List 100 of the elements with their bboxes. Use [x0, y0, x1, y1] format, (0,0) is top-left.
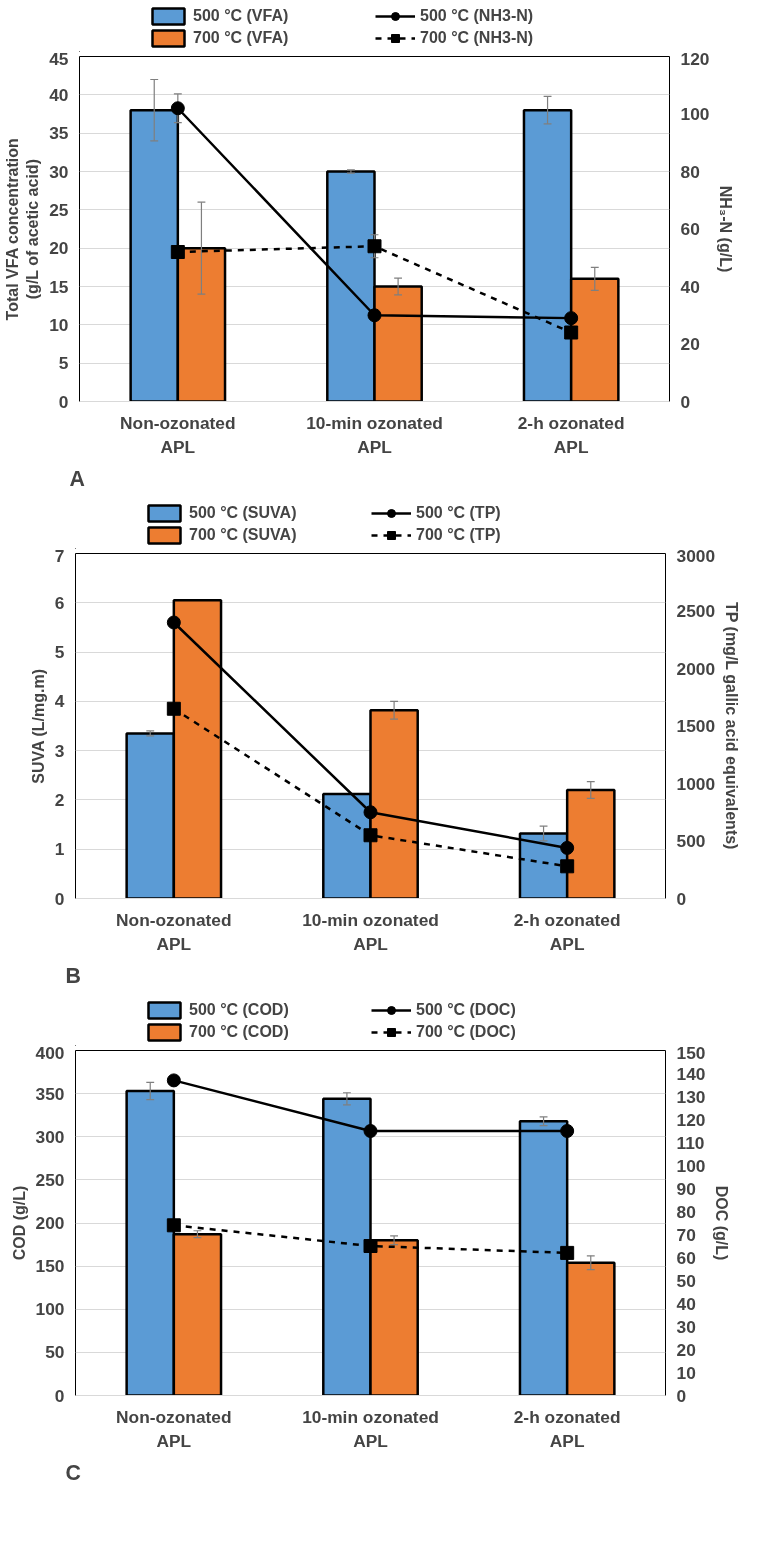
y2-tick-label: 30: [676, 1316, 696, 1337]
y2-tick-label: 2500: [676, 601, 716, 621]
legend-label: 500 °C (COD): [189, 1001, 290, 1019]
y-tick-label: 200: [35, 1213, 65, 1233]
y2-tick-label: 150: [676, 1042, 706, 1063]
y2-tick-label: 0: [676, 888, 687, 909]
y-tick-label: 15: [49, 276, 69, 297]
legend-label: 500 °C (VFA): [193, 7, 290, 25]
y2-axis-title: DOC (g/L): [713, 1185, 731, 1261]
legend-label: 700 °C (DOC): [416, 1023, 517, 1041]
y-tick-label: 7: [54, 545, 65, 566]
y2-tick-label: 1500: [676, 716, 716, 736]
point: [560, 840, 575, 855]
point: [367, 308, 382, 323]
text: C: [65, 1460, 81, 1485]
y-tick-label: 2: [54, 789, 65, 810]
y2-tick-label: 80: [680, 161, 700, 182]
y2-axis-title: NH₃-N (g/L): [717, 185, 735, 273]
point: [363, 828, 378, 843]
legend-label: 500 °C (NH3-N): [420, 7, 535, 25]
y-tick-label: 0: [54, 1385, 65, 1406]
legend-label: 700 °C (SUVA): [189, 526, 298, 544]
y2-tick-label: 120: [680, 48, 710, 69]
point: [560, 1124, 575, 1138]
legend-label: 500 °C (TP): [416, 504, 502, 522]
y-tick-label: 0: [58, 391, 69, 412]
y2-tick-label: 100: [676, 1155, 706, 1176]
y-tick-label: 30: [49, 161, 69, 182]
y-tick-label: 10: [49, 314, 69, 335]
legend-label: 700 °C (VFA): [193, 29, 290, 47]
y2-tick-label: 120: [676, 1109, 706, 1130]
x-tick-label: 10-min ozonated APL: [306, 412, 443, 457]
y-tick-label: 5: [58, 353, 69, 374]
y-tick-label: 350: [35, 1083, 65, 1104]
y2-tick-label: 60: [676, 1247, 696, 1268]
y-tick-label: 20: [49, 238, 69, 259]
y2-tick-label: 3000: [676, 545, 716, 566]
y-tick-label: 50: [45, 1342, 65, 1363]
point: [166, 1073, 181, 1088]
y2-tick-label: 20: [676, 1339, 696, 1360]
x-tick-label: 2-h ozonated APL: [513, 1406, 621, 1451]
y-axis-title: COD (g/L): [10, 1185, 28, 1261]
y2-tick-label: 0: [680, 391, 691, 412]
y2-tick-label: 20: [680, 334, 700, 354]
x-tick-label: Non-ozonated APL: [116, 909, 232, 954]
y-tick-label: 400: [35, 1042, 65, 1063]
point: [166, 615, 181, 630]
legend-label: 500 °C (SUVA): [189, 504, 298, 522]
y2-tick-label: 130: [676, 1086, 706, 1107]
y-tick-label: 300: [35, 1126, 65, 1147]
y2-tick-label: 100: [680, 104, 710, 124]
point: [166, 701, 181, 716]
y2-tick-label: 10: [676, 1362, 696, 1383]
point: [363, 1239, 378, 1253]
y2-tick-label: 0: [676, 1385, 687, 1406]
y2-tick-label: 110: [676, 1132, 705, 1153]
text: B: [65, 963, 81, 988]
point: [363, 805, 378, 820]
point: [363, 1124, 378, 1138]
y2-tick-label: 2000: [676, 658, 716, 679]
y-tick-label: 1: [54, 839, 65, 860]
y2-tick-label: 140: [676, 1063, 706, 1084]
y-tick-label: 25: [49, 199, 69, 220]
y-tick-label: 35: [49, 123, 69, 144]
x-tick-label: Non-ozonated APL: [120, 412, 236, 457]
text: A: [69, 466, 85, 491]
point: [560, 859, 575, 874]
y-tick-label: 100: [35, 1299, 65, 1320]
x-tick-label: 10-min ozonated APL: [302, 909, 439, 954]
y-tick-label: 150: [35, 1256, 65, 1277]
y2-tick-label: 1000: [676, 773, 716, 794]
point: [564, 325, 579, 340]
y-axis-title: SUVA (L/mg.m): [29, 668, 47, 784]
y2-tick-label: 40: [676, 1293, 696, 1314]
legend-label: 700 °C (TP): [416, 526, 502, 544]
point: [564, 311, 579, 326]
legend-label: 700 °C (NH3-N): [420, 29, 535, 47]
y-axis-title: Total VFA concentration (g/L of acetic acid): [3, 138, 42, 321]
legend-label: 700 °C (COD): [189, 1023, 290, 1041]
y2-tick-label: 50: [676, 1270, 696, 1291]
y2-axis-title: TP (mg/L gallic acid equivalents): [723, 601, 741, 850]
y-tick-label: 4: [54, 691, 65, 712]
point: [170, 101, 185, 116]
y2-tick-label: 500: [676, 831, 706, 851]
y2-tick-label: 60: [680, 219, 700, 239]
y-tick-label: 40: [49, 84, 69, 105]
y-tick-label: 6: [54, 592, 65, 613]
point: [560, 1245, 575, 1260]
point: [367, 239, 382, 254]
y-tick-label: 45: [49, 48, 69, 69]
point: [166, 1218, 181, 1233]
y-tick-label: 250: [35, 1169, 65, 1190]
x-tick-label: 2-h ozonated APL: [517, 412, 625, 457]
y2-tick-label: 90: [676, 1178, 696, 1199]
y2-tick-label: 80: [676, 1201, 696, 1222]
point: [170, 245, 185, 259]
legend-label: 500 °C (DOC): [416, 1001, 517, 1019]
y2-tick-label: 40: [680, 276, 700, 297]
x-tick-label: 10-min ozonated APL: [302, 1406, 439, 1451]
y2-tick-label: 70: [676, 1224, 696, 1245]
